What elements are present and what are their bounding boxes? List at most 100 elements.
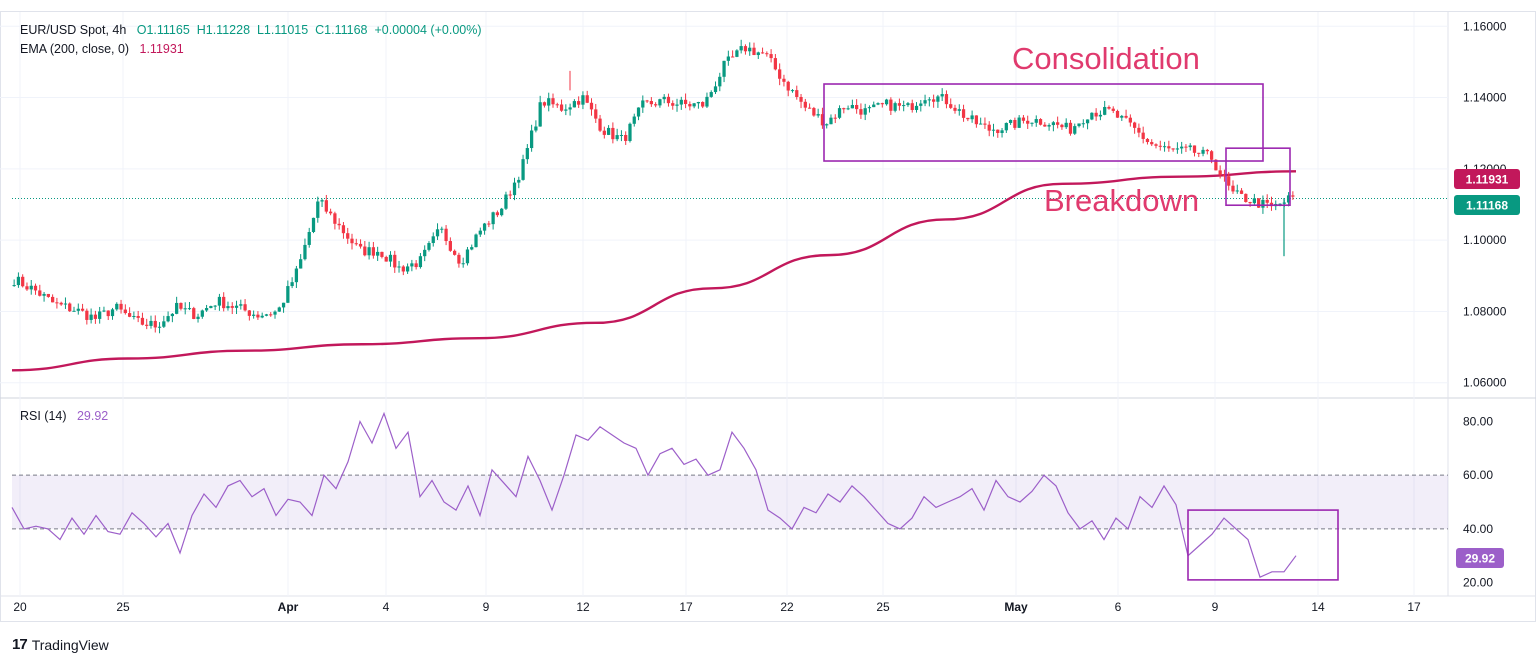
candle-body: [1008, 119, 1013, 123]
candle-body: [508, 194, 512, 196]
candle-body: [63, 303, 68, 305]
breakdown-label: Breakdown: [1044, 183, 1199, 218]
ema-badge-text: 1.11931: [1466, 173, 1509, 187]
rsi-tick-label: 60.00: [1463, 468, 1493, 482]
candle-body: [1064, 122, 1068, 128]
candle-body: [1068, 122, 1073, 134]
candle-body: [568, 107, 572, 110]
candle-body: [136, 316, 140, 318]
candle-body: [889, 99, 893, 111]
x-tick-label: May: [1004, 600, 1028, 614]
candle-body: [949, 104, 953, 108]
candle-body: [157, 326, 162, 328]
candle-body: [397, 266, 401, 268]
candle-body: [179, 302, 183, 309]
candle-body: [966, 117, 970, 120]
candle-body: [68, 303, 72, 312]
rsi-14-line: [11, 411, 1297, 579]
candle-body: [209, 306, 213, 309]
candle-body: [324, 200, 328, 212]
ema-legend-label[interactable]: EMA (200, close, 0): [20, 42, 130, 56]
y-tick-label: 1.08000: [1463, 304, 1507, 318]
candle-body: [358, 243, 363, 247]
rsi-tick-label: 40.00: [1463, 522, 1493, 536]
x-tick-label: 14: [1311, 600, 1325, 614]
candle-body: [239, 304, 243, 306]
candle-body: [1162, 146, 1167, 148]
candle-body: [1278, 203, 1282, 205]
candle-body: [269, 314, 273, 316]
candle-body: [1103, 106, 1107, 115]
candle-body: [127, 313, 132, 317]
candle-body: [636, 107, 641, 117]
candle-body: [974, 115, 979, 125]
rsi-legend-value: 29.92: [76, 409, 109, 423]
candle-body: [277, 307, 281, 312]
rsi-legend-label[interactable]: RSI (14): [20, 409, 67, 423]
candle-body: [346, 233, 350, 239]
candle-body: [906, 103, 910, 106]
candle-body: [1239, 190, 1244, 194]
candle-body: [1180, 146, 1184, 149]
symbol-title[interactable]: EUR/USD Spot, 4h: [20, 23, 127, 37]
candle-body: [1197, 152, 1201, 154]
candle-body: [829, 117, 833, 125]
candle-body: [842, 108, 846, 110]
candle-body: [1013, 119, 1017, 128]
candle-body: [1205, 149, 1209, 152]
candle-body: [996, 129, 1000, 133]
candle-body: [307, 232, 311, 245]
rsi-legend: RSI (14) 29.92: [20, 409, 108, 423]
candle-body: [1150, 142, 1154, 145]
candle-body: [1265, 199, 1269, 203]
candle-body: [401, 266, 405, 272]
candle-body: [1021, 117, 1026, 121]
candle-body: [807, 107, 812, 109]
candle-body: [1175, 148, 1180, 150]
candle-body: [1227, 176, 1231, 186]
candle-body: [529, 130, 534, 149]
candle-body: [1201, 149, 1205, 154]
y-tick-label: 1.16000: [1463, 19, 1507, 33]
candle-body: [1051, 122, 1055, 126]
candle-body: [16, 276, 21, 286]
candle-body: [311, 217, 316, 233]
candle-body: [790, 90, 795, 92]
tradingview-logo-icon: 17: [12, 636, 28, 653]
candle-body: [299, 259, 303, 269]
candle-body: [25, 286, 29, 290]
tradingview-logo-text: TradingView: [31, 636, 109, 653]
candle-body: [448, 241, 452, 251]
rsi-band-fill: [12, 475, 1448, 529]
time-axis[interactable]: 20 25 Apr 4 9 12 17 22 25 May 6 9 14 17: [13, 600, 1421, 614]
candles: [12, 39, 1295, 334]
rsi-badge-text: 29.92: [1465, 552, 1495, 566]
candle-body: [427, 243, 431, 250]
tradingview-logo[interactable]: 17 TradingView: [12, 636, 109, 653]
candle-body: [1017, 117, 1021, 128]
candle-body: [654, 104, 658, 106]
candle-body: [273, 311, 277, 315]
x-tick-label: 6: [1115, 600, 1122, 614]
candle-body: [1257, 198, 1261, 208]
candle-body: [927, 99, 931, 101]
candle-body: [1132, 122, 1137, 128]
ohlc-open: O1.11165: [136, 23, 190, 37]
candle-body: [281, 302, 286, 308]
rsi-axis[interactable]: 80.00 60.00 40.00 20.00: [1463, 414, 1493, 589]
x-tick-label: 4: [383, 600, 390, 614]
candle-body: [196, 316, 200, 319]
candle-body: [1158, 145, 1162, 147]
candle-body: [1291, 195, 1295, 197]
candle-body: [735, 50, 739, 57]
candle-body: [730, 56, 735, 58]
candle-body: [55, 302, 59, 304]
candle-body: [679, 99, 683, 105]
candle-body: [863, 108, 867, 115]
candle-body: [213, 305, 217, 307]
candle-body: [453, 250, 457, 255]
ema-200-line: [11, 170, 1297, 372]
candle-body: [115, 303, 119, 310]
rsi-oversold-box: [1187, 509, 1339, 581]
